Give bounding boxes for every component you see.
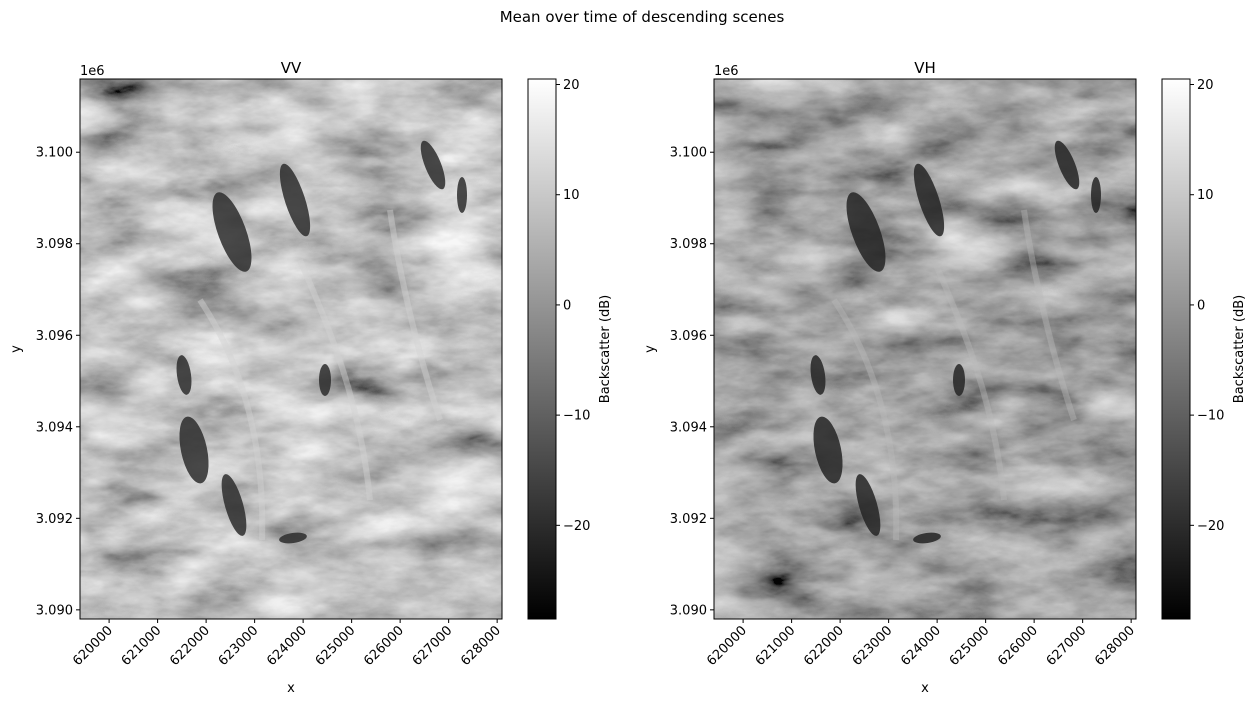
- colorbar-ticks: 20 10 0 −10 −20: [556, 78, 590, 534]
- y-axis-label: y: [9, 345, 24, 353]
- terrain-features: [176, 140, 467, 544]
- x-tick-label: 620000: [70, 623, 116, 669]
- x-tick-label: 622000: [167, 623, 213, 669]
- x-tick-label: 624000: [264, 623, 310, 669]
- x-tick-label: 621000: [119, 623, 165, 669]
- x-tick-label: 625000: [947, 623, 993, 669]
- y-tick-label: 3.092: [36, 512, 73, 527]
- colorbar-tick-label: −20: [1197, 519, 1224, 534]
- panel-vv: VV 3.090 3.092 3.094 3.096 3.098 3.100: [9, 59, 613, 696]
- x-tick-label: 626000: [995, 623, 1041, 669]
- colorbar: 20 10 0 −10 −20 Backscatter (dB): [1161, 78, 1247, 620]
- x-ticks: 620000 621000 622000 623000 624000 625000 6260…: [704, 619, 1138, 669]
- colorbar-label: Backscatter (dB): [1232, 295, 1247, 403]
- panel-title: VV: [281, 59, 302, 77]
- colorbar-tick-label: 10: [1197, 188, 1214, 203]
- colorbar-tick-label: 20: [563, 78, 580, 93]
- y-tick-label: 3.090: [36, 603, 73, 618]
- y-tick-label: 3.098: [36, 237, 73, 252]
- colorbar-gradient: [1161, 78, 1191, 620]
- x-tick-label: 628000: [1092, 623, 1138, 669]
- y-tick-label: 3.100: [670, 146, 707, 161]
- colorbar-label: Backscatter (dB): [598, 295, 613, 403]
- x-tick-label: 625000: [313, 623, 359, 669]
- x-tick-label: 623000: [216, 623, 262, 669]
- x-ticks: 620000 621000 622000 623000 624000 625000 6260…: [70, 619, 504, 669]
- x-tick-label: 628000: [458, 623, 504, 669]
- colorbar: 20 10 0 −10 −20 Backscatter (dB): [527, 78, 613, 620]
- backscatter-image: [80, 79, 502, 619]
- y-tick-label: 3.096: [670, 329, 707, 344]
- panel-title: VH: [914, 59, 936, 77]
- y-tick-label: 3.094: [36, 420, 73, 435]
- y-offset-label: 1e6: [80, 64, 105, 79]
- x-tick-label: 620000: [704, 623, 750, 669]
- y-ticks: 3.090 3.092 3.094 3.096 3.098 3.100: [36, 146, 80, 618]
- colorbar-tick-label: 0: [563, 298, 571, 313]
- y-offset-label: 1e6: [714, 64, 739, 79]
- colorbar-tick-label: 10: [563, 188, 580, 203]
- x-tick-label: 627000: [1044, 623, 1090, 669]
- colorbar-ticks: 20 10 0 −10 −20: [1190, 78, 1224, 534]
- colorbar-tick-label: −10: [1197, 409, 1224, 424]
- glacier-streaks: [831, 209, 1077, 541]
- x-tick-label: 626000: [361, 623, 407, 669]
- colorbar-tick-label: −20: [563, 519, 590, 534]
- terrain-features: [810, 140, 1101, 544]
- y-axis-label: y: [643, 345, 658, 353]
- x-tick-label: 623000: [850, 623, 896, 669]
- x-tick-label: 624000: [898, 623, 944, 669]
- colorbar-tick-label: −10: [563, 409, 590, 424]
- x-tick-label: 627000: [410, 623, 456, 669]
- x-axis-label: x: [921, 681, 929, 696]
- y-tick-label: 3.090: [670, 603, 707, 618]
- figure-suptitle: Mean over time of descending scenes: [500, 8, 785, 26]
- colorbar-gradient: [527, 78, 557, 620]
- panel-vh: VH 3.090 3.092 3.094 3.096 3.098 3.100: [643, 59, 1247, 696]
- x-tick-label: 621000: [753, 623, 799, 669]
- y-tick-label: 3.098: [670, 237, 707, 252]
- plot-frame: [79, 78, 503, 620]
- plot-frame: [713, 78, 1137, 620]
- y-ticks: 3.090 3.092 3.094 3.096 3.098 3.100: [670, 146, 714, 618]
- colorbar-tick-label: 0: [1197, 298, 1205, 313]
- x-axis-label: x: [287, 681, 295, 696]
- x-tick-label: 622000: [801, 623, 847, 669]
- y-tick-label: 3.092: [670, 512, 707, 527]
- backscatter-image: [714, 79, 1136, 619]
- glacier-streaks: [197, 209, 443, 541]
- y-tick-label: 3.094: [670, 420, 707, 435]
- colorbar-tick-label: 20: [1197, 78, 1214, 93]
- y-tick-label: 3.100: [36, 146, 73, 161]
- y-tick-label: 3.096: [36, 329, 73, 344]
